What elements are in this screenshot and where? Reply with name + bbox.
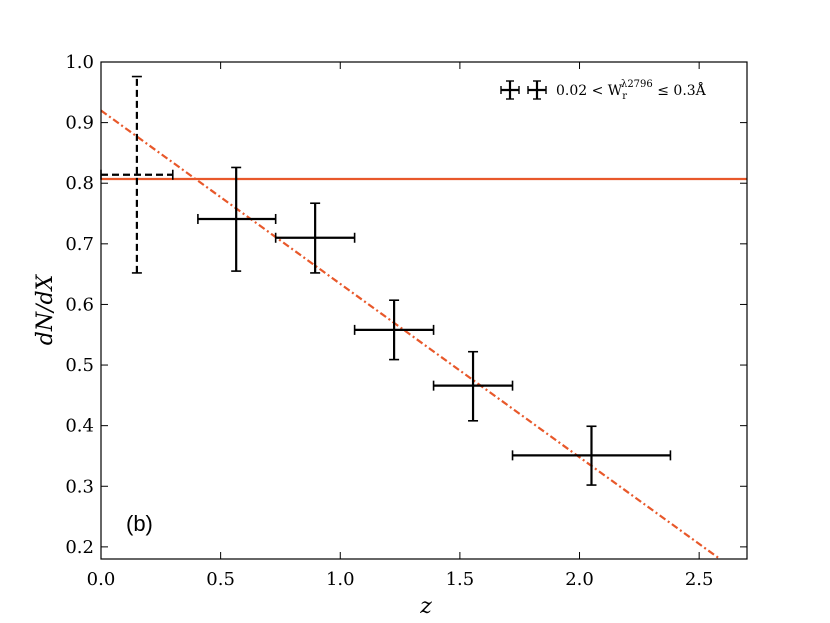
legend-marker xyxy=(500,80,547,100)
fit-lines xyxy=(100,109,747,559)
data-point xyxy=(511,425,672,486)
x-tick-label: 1.0 xyxy=(326,569,355,590)
x-tick-label: 0.5 xyxy=(206,569,235,590)
y-axis-label: dN/dX xyxy=(33,273,58,345)
data-point xyxy=(432,350,514,422)
y-tick-label: 0.2 xyxy=(65,537,94,558)
data-point xyxy=(353,299,435,361)
y-tick-label: 0.5 xyxy=(65,355,94,376)
y-tick-label: 0.7 xyxy=(65,234,94,255)
linear-fit-line xyxy=(100,109,719,559)
panel-label: (b) xyxy=(126,511,153,536)
data-point xyxy=(274,202,356,274)
y-tick-label: 0.4 xyxy=(65,416,94,437)
data-point xyxy=(197,166,277,272)
x-tick-label: 2.0 xyxy=(565,569,594,590)
y-tick-label: 0.8 xyxy=(65,173,94,194)
axis-ticks: 0.0 0.5 1.0 1.5 2.0 2.5 0.2 0.3 0.4 0.5 0.6 0.7 0.8 0… xyxy=(65,52,747,590)
legend: 0.02 < Wrλ2796 ≤ 0.3Å xyxy=(500,79,707,102)
x-tick-label: 2.5 xyxy=(685,569,714,590)
plot-frame xyxy=(100,61,748,560)
x-tick-label: 1.5 xyxy=(446,569,475,590)
y-tick-label: 0.6 xyxy=(65,294,94,315)
data-points xyxy=(100,75,672,486)
x-axis-label: z xyxy=(419,594,432,619)
y-tick-label: 0.9 xyxy=(65,113,94,134)
legend-label: 0.02 < Wrλ2796 ≤ 0.3Å xyxy=(556,79,707,102)
plot-area xyxy=(101,62,747,559)
x-tick-label: 0.0 xyxy=(87,569,116,590)
y-tick-label: 1.0 xyxy=(65,52,94,73)
y-tick-label: 0.3 xyxy=(65,476,94,497)
